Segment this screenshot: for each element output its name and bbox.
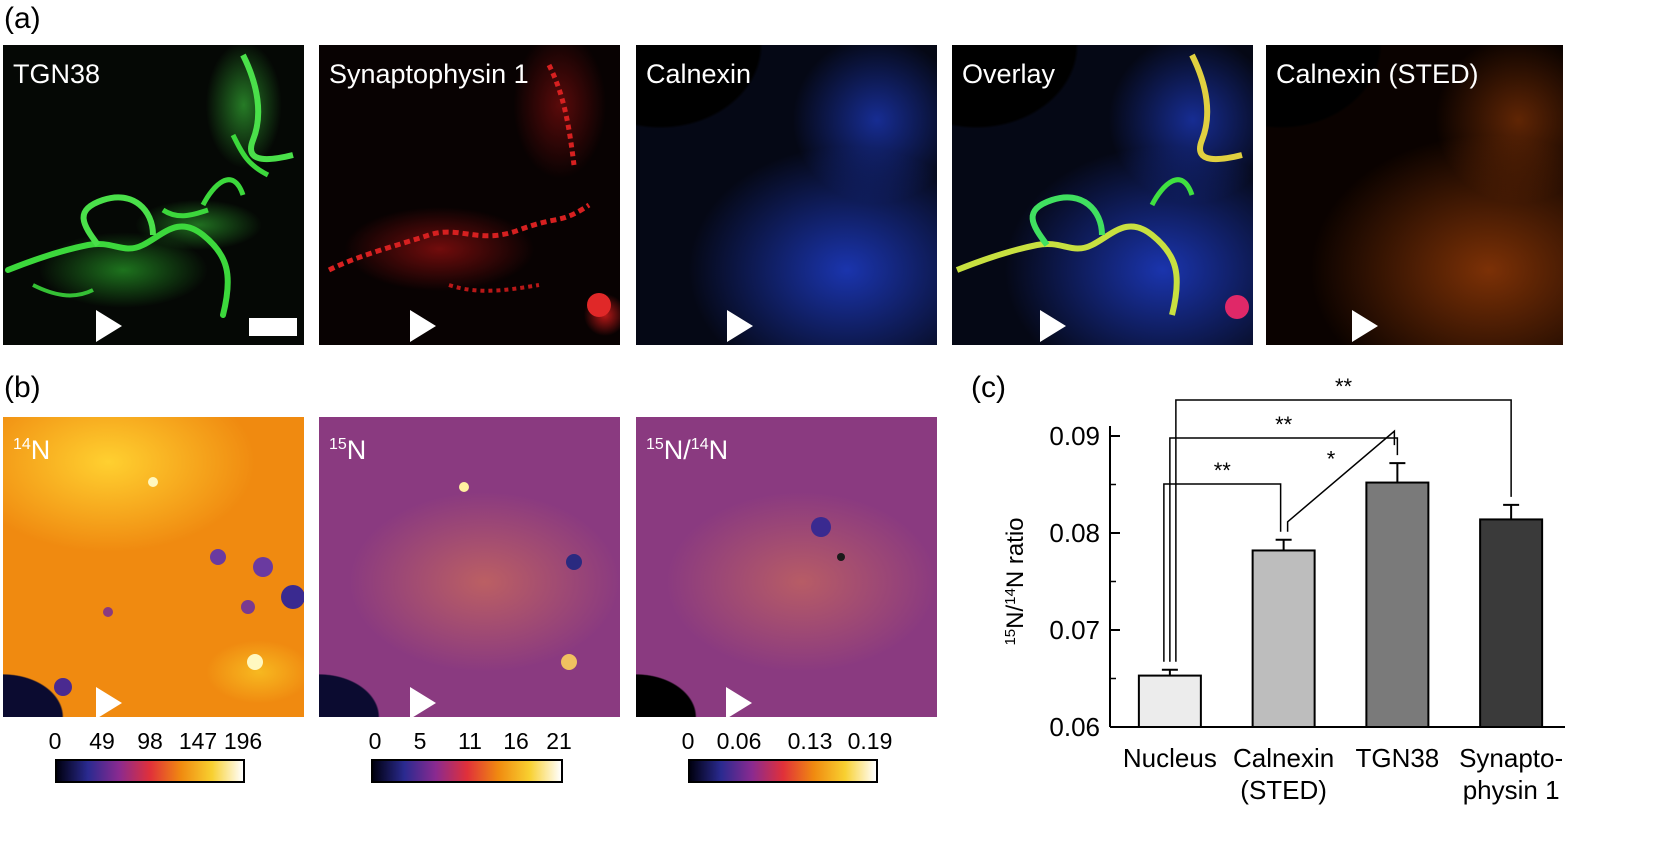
overlay-image: Overlay — [952, 45, 1253, 345]
tick-label: 0.19 — [847, 728, 893, 754]
tick-label: 11 — [458, 728, 482, 754]
arrowhead-icon — [726, 687, 752, 717]
tick-label: 5 — [413, 728, 427, 754]
ratio-spots — [811, 517, 845, 561]
tick-label: 0 — [681, 728, 695, 754]
significance-label: ** — [1275, 412, 1293, 437]
tick-label: 0 — [368, 728, 382, 754]
tick-label: 147 — [178, 728, 218, 754]
n14-label: 14N — [13, 435, 51, 465]
arrowhead-icon — [410, 687, 436, 717]
calnexin-label: Calnexin — [646, 59, 752, 89]
arrowhead-icon — [727, 310, 753, 342]
x-tick-label: TGN38 — [1355, 743, 1439, 773]
bar — [1251, 549, 1316, 728]
significance-label: ** — [1214, 458, 1232, 483]
tick-label: 21 — [546, 728, 572, 754]
synaptophysin-structures — [327, 63, 611, 317]
y-tick-label: 0.07 — [1049, 615, 1100, 645]
tick-label: 0.13 — [787, 728, 833, 754]
x-tick-label: Nucleus — [1123, 743, 1217, 773]
y-tick-label: 0.08 — [1049, 518, 1100, 548]
significance-label: * — [1327, 446, 1336, 471]
arrowhead-icon — [410, 310, 436, 342]
y-axis-label: 15N/14N ratio — [1002, 517, 1030, 645]
bar — [1365, 481, 1430, 728]
calnexin-sted-label: Calnexin (STED) — [1276, 59, 1479, 89]
significance-bracket — [1286, 429, 1396, 532]
overlay-label: Overlay — [962, 59, 1056, 89]
tick-label: 0 — [48, 728, 62, 754]
tick-label: 0.06 — [716, 728, 762, 754]
colorbar-ticks-15n: 0 5 11 16 21 — [369, 728, 572, 756]
significance-bracket — [1169, 437, 1399, 662]
n15-spots — [459, 482, 582, 670]
overlay-structures — [955, 53, 1249, 319]
x-tick-label: physin 1 — [1463, 775, 1560, 805]
significance-label: ** — [1335, 374, 1353, 399]
x-tick-label: Synapto- — [1459, 743, 1563, 773]
colorbar-ratio — [688, 759, 878, 783]
bar — [1137, 674, 1202, 728]
synaptophysin-image: Synaptophysin 1 — [319, 45, 620, 345]
colorbar-14n — [55, 759, 245, 783]
panel-c-letter: (c) — [971, 371, 1006, 404]
n14-image: 14N — [3, 417, 304, 717]
tick-label: 98 — [137, 728, 163, 754]
tick-label: 196 — [223, 728, 263, 754]
calnexin-sted-image: Calnexin (STED) — [1266, 45, 1563, 345]
tick-label: 49 — [89, 728, 115, 754]
arrowhead-icon — [96, 310, 122, 342]
calnexin-image: Calnexin — [636, 45, 937, 345]
arrowhead-icon — [96, 687, 122, 717]
n14-spots — [54, 477, 304, 696]
ratio-image: 15N/14N — [636, 417, 937, 717]
significance-bracket — [1163, 483, 1282, 662]
arrowhead-icon — [1040, 310, 1066, 342]
x-tick-label: (STED) — [1240, 775, 1327, 805]
y-tick-label: 0.09 — [1049, 421, 1100, 451]
bar — [1479, 518, 1544, 728]
colorbar-ticks-14n: 0 49 98 147 196 — [49, 728, 263, 756]
panel-a-letter: (a) — [4, 2, 41, 35]
n15-label: 15N — [329, 435, 367, 465]
scale-bar — [249, 318, 297, 336]
arrowhead-icon — [1352, 310, 1378, 342]
synaptophysin-label: Synaptophysin 1 — [329, 59, 529, 89]
tgn38-structures — [5, 53, 294, 318]
panel-b-letter: (b) — [4, 371, 41, 404]
y-tick-label: 0.06 — [1049, 712, 1100, 742]
colorbar-15n — [371, 759, 563, 783]
ratio-label: 15N/14N — [646, 435, 729, 465]
significance-bracket — [1175, 399, 1512, 662]
bar-chart: 0.06 0.07 0.08 0.09 15N/14N ratio Nucleus Caln… — [1002, 374, 1565, 805]
x-tick-label: Calnexin — [1233, 743, 1334, 773]
tick-label: 16 — [503, 728, 529, 754]
colorbar-ticks-ratio: 0 0.06 0.13 0.19 — [682, 728, 893, 756]
tgn38-image: TGN38 — [3, 45, 304, 345]
tgn38-label: TGN38 — [13, 59, 101, 89]
n15-image: 15N — [319, 417, 620, 717]
